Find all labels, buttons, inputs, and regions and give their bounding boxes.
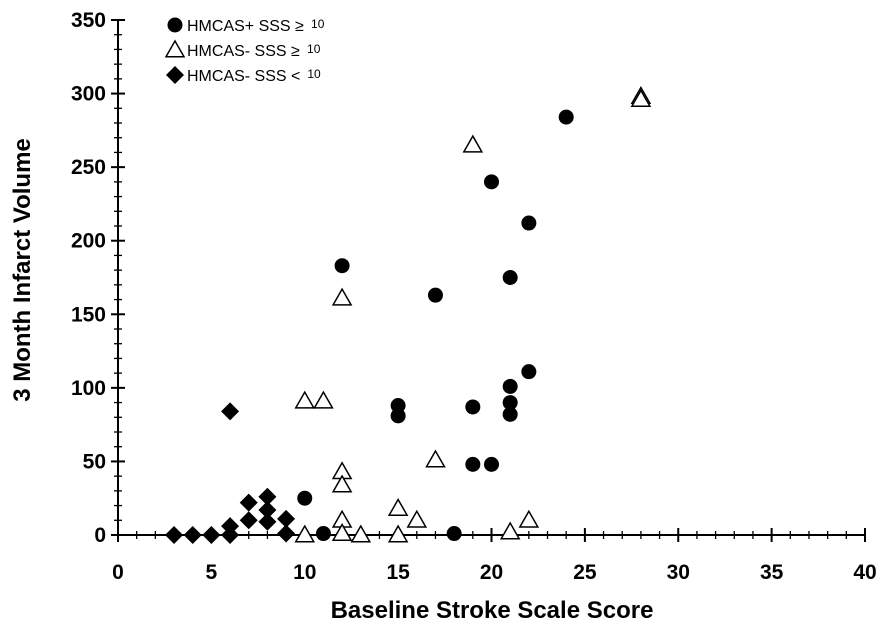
data-point-filled-circle: [521, 215, 537, 231]
legend-item: HMCAS- SSS < 10: [166, 66, 321, 85]
y-tick-label: 300: [71, 83, 106, 106]
data-point-filled-circle: [558, 109, 574, 125]
data-point-open-triangle: [630, 88, 652, 107]
y-tick-label: 100: [71, 377, 106, 400]
x-tick-label: 30: [667, 561, 690, 584]
data-point-open-triangle: [294, 524, 316, 543]
legend-marker-filled-circle: [167, 17, 183, 33]
data-point-filled-diamond: [239, 493, 258, 512]
data-point-filled-circle: [465, 399, 481, 415]
y-tick-label: 0: [94, 524, 106, 547]
series-1: [297, 109, 574, 542]
x-tick-label: 25: [573, 561, 597, 584]
data-point-filled-circle: [521, 364, 537, 380]
data-point-filled-circle: [484, 456, 499, 472]
y-tick-label: 200: [71, 230, 106, 253]
data-point-filled-circle: [465, 456, 481, 472]
data-point-filled-circle: [390, 408, 406, 424]
legend-label-threshold: 10: [311, 17, 325, 31]
x-tick-label: 15: [386, 561, 410, 584]
data-point-open-triangle: [313, 390, 334, 409]
data-point-filled-diamond: [258, 500, 277, 519]
legend-marker-filled-diamond: [166, 66, 184, 84]
y-tick-label: 250: [71, 156, 106, 179]
data-point-filled-circle: [334, 258, 350, 274]
y-tick-label: 50: [83, 450, 106, 473]
x-tick-label: 40: [853, 561, 876, 584]
data-point-open-triangle: [499, 521, 521, 540]
data-point-open-triangle: [331, 474, 353, 493]
legend-label-threshold: 10: [307, 67, 321, 81]
data-point-filled-circle: [446, 526, 462, 542]
data-point-open-triangle: [331, 287, 353, 306]
y-tick-label: 350: [71, 9, 106, 32]
data-point-filled-circle: [427, 287, 443, 303]
data-point-open-triangle: [387, 524, 409, 543]
data-point-open-triangle: [462, 134, 484, 153]
data-point-open-triangle: [425, 449, 446, 468]
data-point-filled-circle: [502, 378, 518, 394]
x-tick-label: 0: [112, 561, 124, 584]
series-3: [165, 402, 296, 544]
legend-label: HMCAS- SSS <: [187, 68, 300, 85]
x-tick-label: 10: [293, 561, 316, 584]
data-point-filled-circle: [390, 398, 406, 414]
x-tick-label: 35: [760, 561, 784, 584]
data-point-filled-circle: [502, 395, 518, 411]
data-point-open-triangle: [331, 523, 353, 542]
data-point-filled-diamond: [183, 526, 202, 544]
data-point-filled-circle: [315, 526, 331, 542]
x-tick-label: 20: [480, 561, 503, 584]
data-point-filled-circle: [502, 406, 518, 422]
data-point-open-triangle: [518, 509, 540, 528]
data-point-filled-diamond: [202, 526, 221, 544]
data-point-filled-circle: [502, 270, 518, 285]
data-point-filled-circle: [297, 490, 313, 506]
data-point-filled-diamond: [221, 402, 240, 421]
series-2: [294, 86, 652, 543]
legend-label-threshold: 10: [307, 42, 321, 56]
data-point-open-triangle: [350, 524, 372, 543]
data-point-filled-diamond: [258, 487, 277, 506]
y-tick-label: 150: [71, 303, 106, 326]
data-point-filled-diamond: [258, 512, 277, 531]
data-point-open-triangle: [406, 509, 428, 528]
tick-labels: 0 5 10 15 20 25 30 35 40 0 50 100 150 200 250 300 350: [71, 9, 877, 584]
data-point-filled-diamond: [277, 509, 296, 528]
data-point-filled-diamond: [277, 524, 296, 543]
legend-item: HMCAS+ SSS ≥ 10: [167, 17, 325, 35]
data-point-open-triangle: [294, 390, 316, 409]
x-axis-title: Baseline Stroke Scale Score: [331, 597, 654, 624]
data-point-filled-diamond: [221, 526, 240, 544]
x-tick-label: 5: [206, 561, 218, 584]
legend-marker-open-triangle: [164, 39, 186, 58]
y-axis-title: 3 Month Infarct Volume: [9, 138, 36, 402]
data-point-filled-circle: [484, 174, 499, 190]
data-point-filled-diamond: [165, 526, 184, 544]
legend-label: HMCAS+ SSS ≥: [187, 18, 304, 35]
data-point-filled-diamond: [239, 511, 258, 530]
legend-label: HMCAS- SSS ≥: [187, 43, 300, 60]
data-point-open-triangle: [387, 498, 409, 517]
data-points: [165, 86, 652, 544]
legend-item: HMCAS- SSS ≥ 10: [164, 39, 321, 60]
